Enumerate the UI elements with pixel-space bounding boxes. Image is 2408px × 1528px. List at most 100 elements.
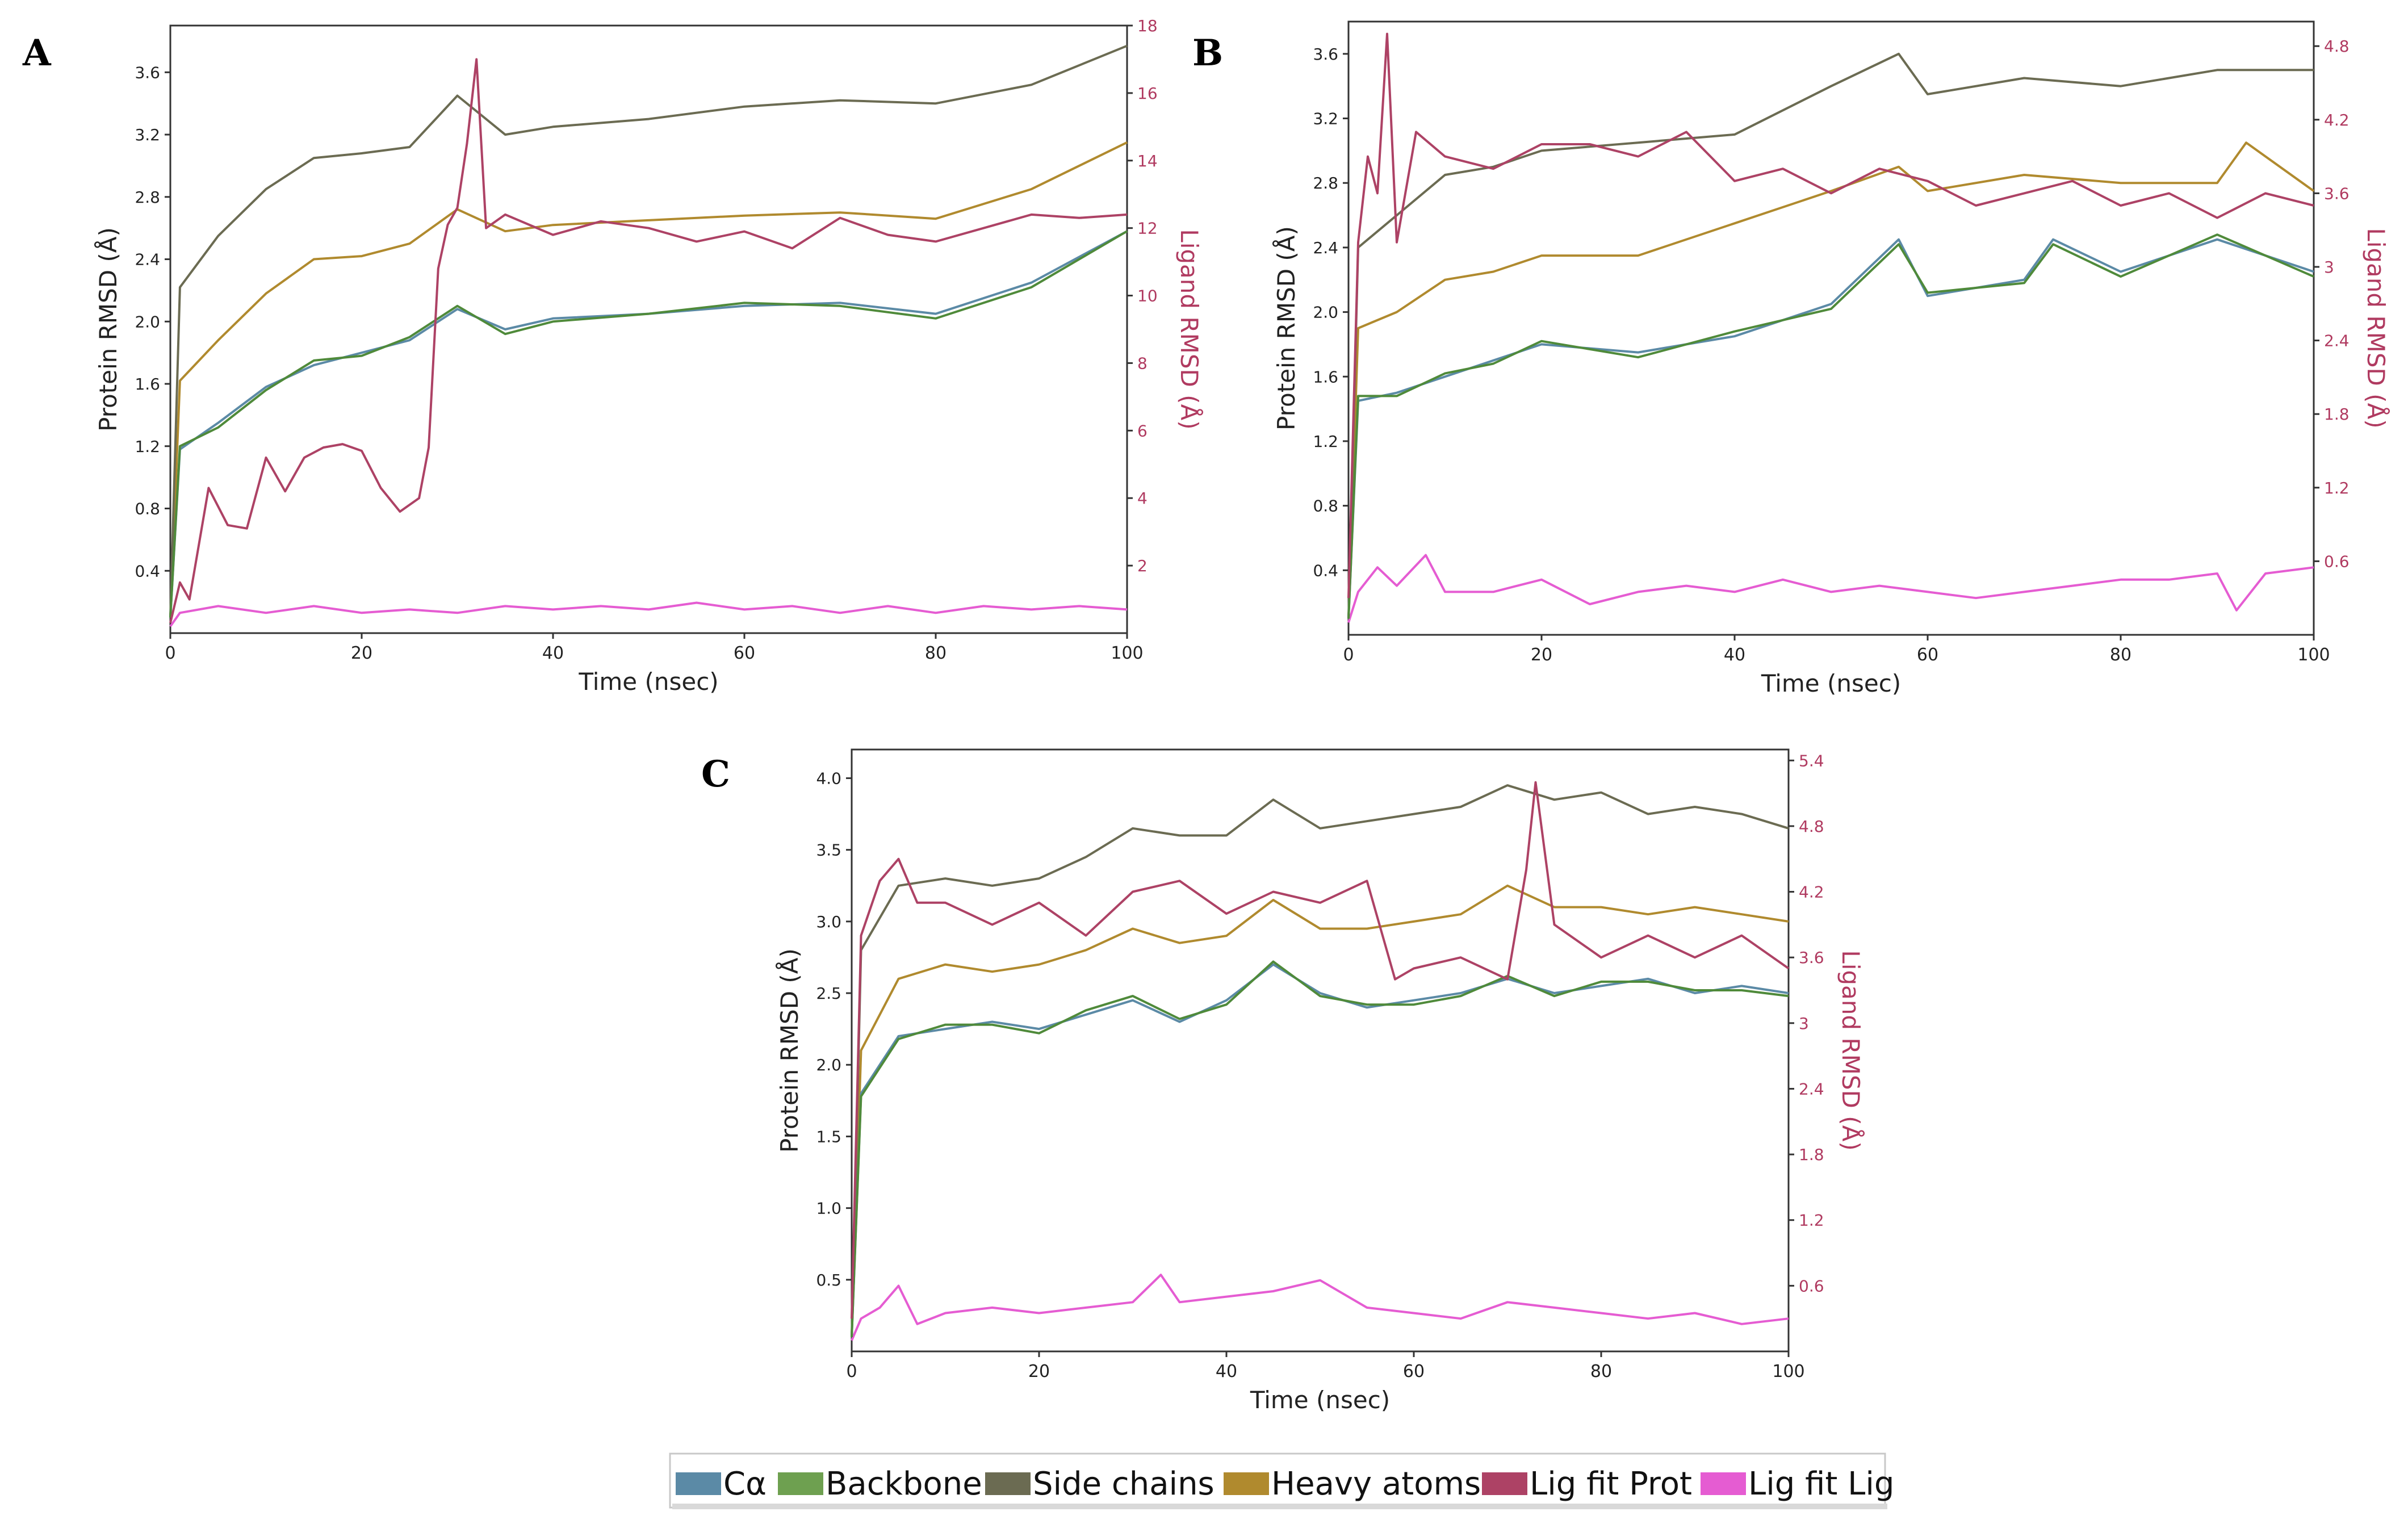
y-tick-label: 3.2	[135, 125, 160, 144]
legend: Cα Backbone Side chains Heavy atoms Lig fit …	[669, 1452, 1894, 1509]
legend-swatch	[778, 1472, 823, 1495]
y2-axis-label: Ligand RMSD (Å)	[1175, 229, 1204, 429]
panel-b: B 0 20 40 60 80 100 0.4 0.8 1.2 1.6 2.0 2.4 2.8 3.2 3.…	[1192, 20, 2390, 697]
y2-tick-label: 2.4	[2324, 332, 2350, 350]
plot-frame-c	[851, 748, 1790, 1353]
y-tick-label: 3.6	[135, 63, 160, 82]
y2-axis-label: Ligand RMSD (Å)	[1837, 950, 1865, 1150]
y-tick-label: 1.5	[816, 1127, 841, 1146]
y2-tick-label: 3	[2324, 258, 2334, 277]
y-axis-label: Protein RMSD (Å)	[775, 948, 803, 1153]
y2-tick-label: 2.4	[1799, 1079, 1824, 1098]
legend-label: Cα	[723, 1466, 767, 1502]
y2-tick-label: 14	[1137, 152, 1158, 170]
legend-label: Side chains	[1033, 1466, 1215, 1502]
x-tick-label: 20	[1028, 1362, 1050, 1382]
y2-tick-label: 3	[1799, 1014, 1809, 1033]
y-tick-label: 0.5	[816, 1271, 841, 1290]
y-tick-label: 1.6	[135, 375, 160, 393]
x-tick-label: 100	[1111, 643, 1143, 663]
series-line-heavy-atoms	[169, 141, 1128, 618]
y-tick-label: 1.6	[1313, 367, 1338, 386]
x-tick-label: 0	[846, 1362, 857, 1382]
y-tick-label: 2.0	[816, 1056, 841, 1074]
y-tick-label: 2.8	[1313, 174, 1338, 192]
legend-swatch	[1224, 1472, 1269, 1495]
series-line-heavy-atoms	[1347, 141, 2315, 619]
y2-tick-label: 18	[1137, 16, 1158, 35]
y-tick-label: 1.0	[816, 1199, 841, 1218]
x-tick-label: 0	[165, 643, 175, 663]
y2-tick-label: 1.2	[1799, 1211, 1824, 1230]
legend-shadow	[672, 1504, 1887, 1509]
x-tick-label: 100	[2297, 645, 2330, 665]
x-tick-label: 100	[1772, 1362, 1804, 1382]
legend-label: Heavy atoms	[1271, 1466, 1481, 1502]
y-axis-label: Protein RMSD (Å)	[1272, 226, 1300, 430]
series-line-c-	[169, 230, 1128, 618]
series-line-backbone	[851, 960, 1789, 1337]
plot-frame-b	[1347, 20, 2315, 636]
x-tick-label: 0	[1343, 645, 1354, 665]
y-tick-label: 1.2	[1313, 432, 1338, 451]
y2-tick-label: 0.6	[1799, 1276, 1824, 1295]
y2-tick-label: 12	[1137, 219, 1158, 238]
y2-tick-label: 3.6	[1799, 948, 1824, 967]
y-tick-label: 0.8	[135, 500, 160, 518]
panel-a: A 0 20 40 60 80 100 0.4 0.8 1.2 1.6 2.0 2.4 2.8 3.2 3.…	[22, 16, 1204, 696]
y2-tick-label: 1.8	[2324, 405, 2350, 424]
y-tick-label: 3.2	[1313, 110, 1338, 128]
legend-frame	[669, 1452, 1886, 1509]
y-tick-label: 3.5	[816, 841, 841, 860]
y2-tick-label: 4	[1137, 489, 1148, 508]
y2-tick-label: 8	[1137, 354, 1148, 372]
x-tick-label: 40	[1216, 1362, 1237, 1382]
y2-tick-label: 10	[1137, 287, 1158, 305]
y-tick-label: 2.0	[135, 312, 160, 331]
legend-swatch	[1701, 1472, 1746, 1495]
x-axis-label: Time (nsec)	[1761, 669, 1901, 697]
legend-swatch	[985, 1472, 1031, 1495]
series-line-lig-fit-prot	[1347, 32, 2314, 598]
y2-tick-label: 3.6	[2324, 184, 2350, 203]
x-tick-label: 20	[351, 643, 372, 663]
x-tick-label: 80	[925, 643, 947, 663]
x-axis-label: Time (nsec)	[578, 668, 718, 696]
series-line-lig-fit-lig	[169, 601, 1128, 627]
y-tick-label: 2.0	[1313, 303, 1338, 322]
x-tick-label: 80	[1590, 1362, 1612, 1382]
y2-tick-label: 0.6	[2324, 552, 2350, 571]
series-line-side-chains	[1347, 52, 2314, 619]
y-tick-label: 0.8	[1313, 497, 1338, 516]
x-tick-label: 60	[1403, 1362, 1425, 1382]
series-line-backbone	[1347, 233, 2314, 619]
y-tick-label: 4.0	[816, 769, 841, 788]
x-tick-label: 60	[734, 643, 755, 663]
panel-letter-a: A	[22, 32, 52, 74]
y-tick-label: 0.4	[135, 562, 160, 580]
y2-tick-label: 4.2	[2324, 111, 2350, 129]
panel-c: C 0 20 40 60 80 100 0.5 1.0 1.5 2.0 2.5 3.0 3.5 4.0 0.…	[701, 748, 1865, 1414]
y2-tick-label: 2	[1137, 556, 1148, 575]
y-axis-label: Protein RMSD (Å)	[94, 227, 122, 432]
y-tick-label: 3.6	[1313, 45, 1338, 64]
series-line-lig-fit-lig	[851, 1274, 1789, 1341]
y2-tick-label: 4.2	[1799, 883, 1824, 902]
y-tick-label: 0.4	[1313, 561, 1338, 580]
series-line-heavy-atoms	[851, 884, 1789, 1337]
y2-tick-label: 1.8	[1799, 1145, 1824, 1164]
series-line-c-	[1347, 238, 2314, 619]
y2-tick-label: 5.4	[1799, 751, 1824, 770]
plot-frame-a	[169, 24, 1128, 634]
y-tick-label: 2.4	[1313, 238, 1338, 257]
x-tick-label: 40	[542, 643, 564, 663]
y2-tick-label: 6	[1137, 421, 1148, 440]
y-tick-label: 2.4	[135, 250, 160, 269]
y-tick-label: 1.2	[135, 437, 160, 456]
y2-tick-label: 4.8	[2324, 37, 2350, 56]
series-line-side-chains	[169, 44, 1128, 618]
legend-label: Lig fit Prot	[1530, 1466, 1692, 1502]
legend-label: Backbone	[826, 1466, 982, 1502]
series-line-backbone	[169, 230, 1128, 618]
